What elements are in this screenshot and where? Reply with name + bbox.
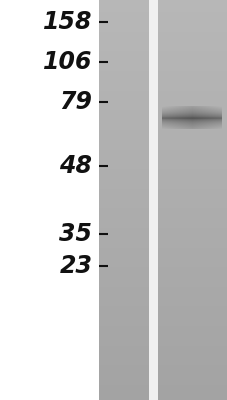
Text: 158: 158 xyxy=(43,10,92,34)
Text: 35: 35 xyxy=(59,222,92,246)
Bar xyxy=(149,0,158,400)
Text: 23: 23 xyxy=(59,254,92,278)
Text: 48: 48 xyxy=(59,154,92,178)
Text: 79: 79 xyxy=(59,90,92,114)
Text: 106: 106 xyxy=(43,50,92,74)
